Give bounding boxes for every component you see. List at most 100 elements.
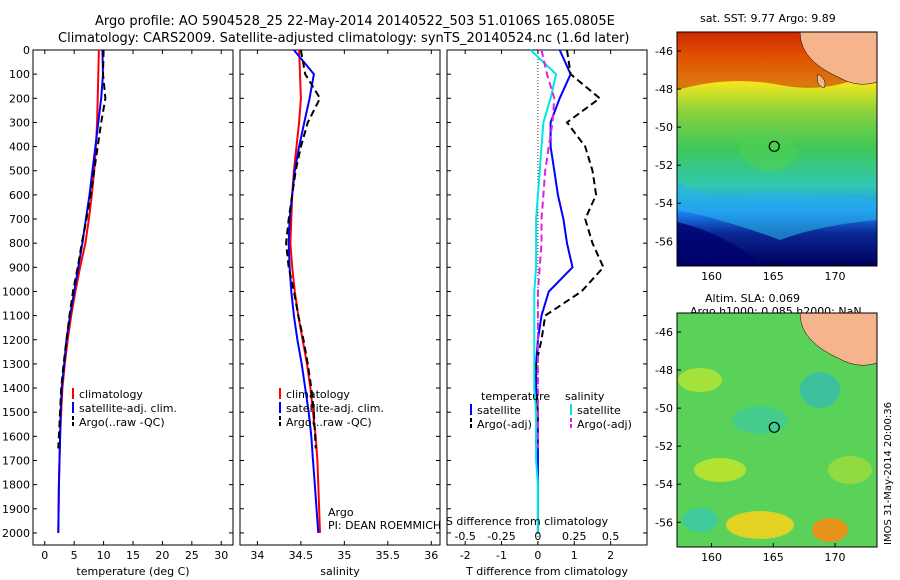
secondary-tick-label: -0.5 [454,530,475,543]
y-tick-label: 1400 [2,382,30,395]
x-tick-label: 0 [41,549,48,562]
sst-argo-location-marker [768,140,780,152]
y-tick-label: 800 [9,237,30,250]
sla-map-panel: Altim. SLA: 0.069 Argo h1000: 0.085 h200… [655,292,878,564]
plot-frame [239,49,441,546]
temperature-profile-panel: 0 5 10 15 20 25 300100200300400500600700800900… [2,44,234,578]
legend-label: satellite [577,404,621,417]
x-tick-label: 20 [155,549,169,562]
y-tick-label: 2000 [2,527,30,540]
sst-cold-patch [677,222,760,266]
legend-label: Argo(..raw -QC) [286,416,372,429]
secondary-tick-label: 0.5 [602,530,620,543]
x-tick-label: 36 [424,549,438,562]
secondary-tick-label: -0.25 [487,530,515,543]
annotation-text: Argo [328,506,354,519]
header-line1: Argo profile: AO 5904528_25 22-May-2014 … [95,14,615,29]
x-tick-label: 30 [214,549,228,562]
map-y-tick-label: -46 [655,45,673,58]
map-y-tick-label: -48 [655,364,673,377]
sla-patch [800,372,840,408]
map-x-tick-label: 170 [825,551,846,564]
sla-patch [812,518,848,542]
y-tick-label: 500 [9,165,30,178]
y-tick-label: 1700 [2,454,30,467]
legend-label: Argo(-adj) [577,418,632,431]
y-tick-label: 700 [9,213,30,226]
sla-patch [694,458,746,482]
map-x-tick-label: 170 [825,270,846,283]
sst-map-frame [676,31,878,267]
header-line2: Climatology: CARS2009. Satellite-adjuste… [58,31,630,46]
sla-patch [726,511,794,539]
sla-map-title: Altim. SLA: 0.069 [705,292,800,305]
map-y-tick-label: -56 [655,516,673,529]
map-y-tick-label: -54 [655,478,673,491]
map-y-tick-label: -50 [655,121,673,134]
y-tick-label: 1200 [2,334,30,347]
x-axis-label-secondary: S difference from climatology [446,515,609,528]
sla-patch [678,368,722,392]
sst-land-new-zealand [799,32,877,85]
x-axis-label: T difference from climatology [465,565,628,578]
x-axis-label: temperature (deg C) [76,565,189,578]
map-x-tick-label: 160 [701,551,722,564]
x-tick-label: 35.5 [376,549,401,562]
y-tick-label: 100 [9,68,30,81]
y-tick-label: 1500 [2,406,30,419]
map-y-tick-label: -52 [655,440,673,453]
y-tick-label: 400 [9,141,30,154]
y-tick-label: 1600 [2,430,30,443]
series-line [57,49,107,449]
sla-map-axes: 160 165 170 -46 -48 -50 -52 -54 -56 [655,326,845,564]
map-x-tick-label: 165 [763,270,784,283]
x-tick-label: 10 [97,549,111,562]
y-tick-label: 1300 [2,358,30,371]
x-axis-label: salinity [320,565,360,578]
sla-patch [732,406,788,434]
series-line [289,49,321,533]
sst-cyan-band [677,180,877,240]
y-tick-label: 1900 [2,503,30,516]
plot-frame [446,49,648,546]
legend-label: climatology [286,388,350,401]
y-tick-label: 1800 [2,479,30,492]
series-line [535,49,574,533]
series-line [529,49,558,533]
legend-label: satellite-adj. clim. [286,402,384,415]
x-tick-label: 15 [126,549,140,562]
sla-patch [828,456,872,484]
series-line [533,49,605,449]
legend-label: Argo(..raw -QC) [79,416,165,429]
x-tick-label: 0 [534,549,541,562]
x-tick-label: -2 [460,549,471,562]
salinity-profile-panel: 34 34.5 35 35.5 36 salinity climatologysatelli… [239,49,441,578]
y-tick-label: 1000 [2,285,30,298]
sst-green-patch [739,134,800,171]
x-tick-label: 35 [337,549,351,562]
y-tick-label: 0 [23,44,30,57]
x-tick-label: 25 [185,549,199,562]
sla-land-new-zealand [799,313,877,366]
map-x-tick-label: 165 [763,551,784,564]
difference-profile-panel: -2 -1 0 1 2 T difference from climatology temp… [446,49,648,578]
y-tick-label: 300 [9,116,30,129]
series-line [57,49,100,533]
map-y-tick-label: -52 [655,159,673,172]
legend-title: temperature [481,390,550,403]
x-tick-label: 5 [71,549,78,562]
sla-argo-location-marker [768,421,780,433]
y-tick-label: 900 [9,261,30,274]
legend-label: satellite-adj. clim. [79,402,177,415]
x-tick-label: -1 [496,549,507,562]
legend-label: climatology [79,388,143,401]
series-line [536,49,556,449]
y-tick-label: 200 [9,92,30,105]
map-y-tick-label: -56 [655,235,673,248]
series-line [285,49,322,449]
x-tick-label: 34 [250,549,264,562]
map-y-tick-label: -50 [655,402,673,415]
map-x-tick-label: 160 [701,270,722,283]
sla-patch [682,508,718,532]
